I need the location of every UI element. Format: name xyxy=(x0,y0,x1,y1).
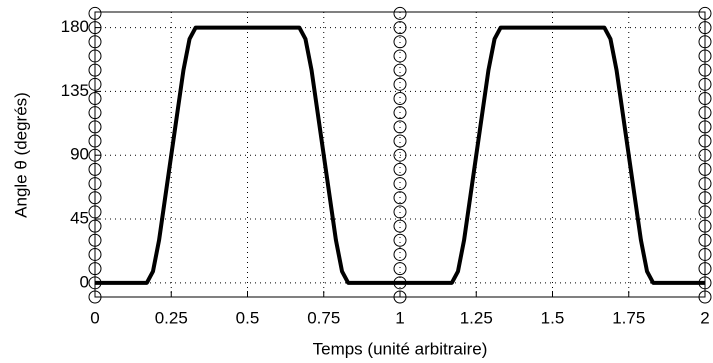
marker xyxy=(698,262,712,276)
marker xyxy=(698,77,712,91)
marker xyxy=(393,148,407,162)
marker xyxy=(88,219,102,233)
marker xyxy=(698,63,712,77)
marker xyxy=(88,262,102,276)
marker xyxy=(88,120,102,134)
marker xyxy=(393,91,407,105)
marker xyxy=(698,177,712,191)
marker xyxy=(698,276,712,290)
marker xyxy=(698,91,712,105)
marker xyxy=(88,21,102,35)
marker xyxy=(88,148,102,162)
marker xyxy=(698,134,712,148)
x-tick-label: 0.75 xyxy=(307,308,340,327)
marker xyxy=(88,247,102,261)
y-tick-label: 90 xyxy=(70,145,89,164)
marker xyxy=(393,205,407,219)
marker xyxy=(393,120,407,134)
x-axis-label: Temps (unité arbitraire) xyxy=(313,339,488,358)
marker xyxy=(393,290,407,304)
marker xyxy=(393,191,407,205)
marker xyxy=(698,219,712,233)
marker xyxy=(88,35,102,49)
marker xyxy=(698,162,712,176)
marker xyxy=(393,6,407,20)
marker xyxy=(88,191,102,205)
marker xyxy=(698,21,712,35)
y-tick-label: 135 xyxy=(61,81,89,100)
x-tick-label: 0 xyxy=(90,308,99,327)
marker xyxy=(698,290,712,304)
marker xyxy=(393,106,407,120)
x-tick-label: 0.25 xyxy=(155,308,188,327)
marker xyxy=(393,35,407,49)
marker xyxy=(393,177,407,191)
marker xyxy=(698,120,712,134)
marker xyxy=(393,77,407,91)
x-tick-label: 1 xyxy=(395,308,404,327)
marker xyxy=(393,162,407,176)
marker xyxy=(88,6,102,20)
marker xyxy=(698,205,712,219)
y-axis-label: Angle θ (degrés) xyxy=(11,92,30,218)
marker xyxy=(393,134,407,148)
marker xyxy=(698,148,712,162)
x-tick-label: 2 xyxy=(700,308,709,327)
plot-frame xyxy=(94,11,706,298)
marker xyxy=(88,290,102,304)
marker xyxy=(88,106,102,120)
y-tick-label: 0 xyxy=(80,272,89,291)
marker xyxy=(698,35,712,49)
x-tick-label: 1.75 xyxy=(612,308,645,327)
marker xyxy=(88,63,102,77)
marker xyxy=(88,205,102,219)
marker xyxy=(393,63,407,77)
marker xyxy=(393,49,407,63)
marker xyxy=(88,162,102,176)
marker xyxy=(393,21,407,35)
marker xyxy=(698,106,712,120)
marker xyxy=(698,6,712,20)
marker xyxy=(88,91,102,105)
x-tick-label: 1.5 xyxy=(541,308,565,327)
marker xyxy=(393,276,407,290)
marker xyxy=(88,77,102,91)
marker xyxy=(393,247,407,261)
marker xyxy=(88,177,102,191)
x-tick-label: 1.25 xyxy=(460,308,493,327)
marker xyxy=(88,49,102,63)
marker xyxy=(698,233,712,247)
marker xyxy=(393,262,407,276)
curve xyxy=(95,25,705,285)
marker xyxy=(88,276,102,290)
marker xyxy=(88,134,102,148)
marker xyxy=(88,233,102,247)
marker xyxy=(698,191,712,205)
marker xyxy=(698,247,712,261)
marker xyxy=(698,49,712,63)
y-tick-label: 180 xyxy=(61,17,89,36)
marker xyxy=(393,219,407,233)
marker xyxy=(393,233,407,247)
x-tick-label: 0.5 xyxy=(236,308,260,327)
y-tick-label: 45 xyxy=(70,208,89,227)
